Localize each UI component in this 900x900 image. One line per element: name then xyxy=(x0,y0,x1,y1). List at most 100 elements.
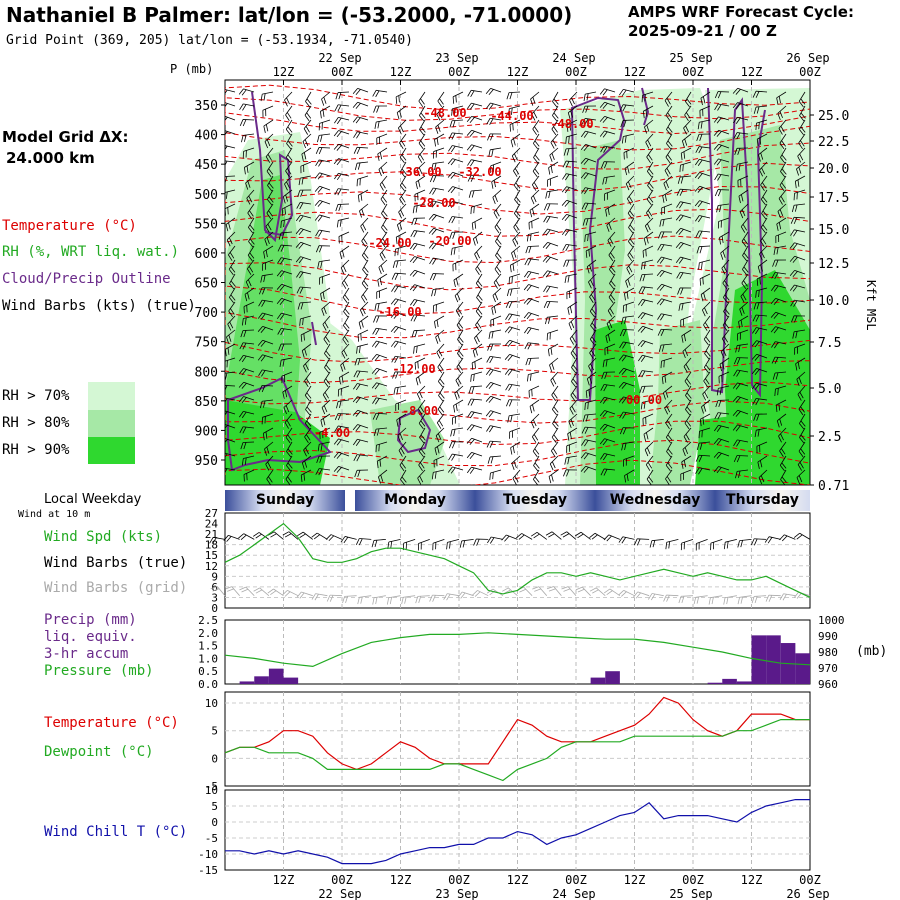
wind-barb xyxy=(245,273,255,289)
wind-barb-flag xyxy=(303,473,306,481)
wind-barb-staff xyxy=(433,213,445,219)
pressure-tick-label: 750 xyxy=(195,336,218,351)
wind-barb-flag xyxy=(244,167,246,175)
wind-barb-flag xyxy=(533,465,539,472)
wind-barb-staff xyxy=(258,532,270,540)
wind-barb-staff xyxy=(243,133,255,136)
wind-barb-flag xyxy=(599,102,605,108)
wind-barb xyxy=(315,468,331,476)
wind-barb-flag xyxy=(262,287,266,295)
wind-barb-flag xyxy=(533,143,539,150)
wind-barb xyxy=(694,185,711,193)
wind-barb-flag xyxy=(336,145,342,151)
wind-barb-flag xyxy=(713,158,719,165)
temperature-contour-label: -4.00 xyxy=(314,426,350,440)
wind-barb-staff xyxy=(356,357,369,360)
wind-barb-flag xyxy=(751,353,757,360)
wind-barb-staff xyxy=(568,413,578,422)
wind-barb-staff xyxy=(588,273,597,283)
top-date-label: 23 Sep xyxy=(435,51,478,65)
wind-barb-flag xyxy=(458,364,463,371)
wind-barb-staff xyxy=(642,413,654,419)
wind-barb xyxy=(602,357,616,368)
wind-barb-flag xyxy=(526,271,532,279)
wind-barb-staff xyxy=(475,273,483,284)
wind-barb-flag xyxy=(303,128,309,135)
cross-section-axes: 3504004505005506006507007508008509009502… xyxy=(195,51,850,494)
wind-barb-flag xyxy=(684,138,688,146)
wind-barb-flag xyxy=(342,297,348,304)
wind-barb xyxy=(609,273,616,290)
wind-barb-flag xyxy=(642,274,646,282)
wind-barb-flag xyxy=(228,222,231,230)
wind-barb xyxy=(446,539,460,550)
wind-barb-staff xyxy=(532,119,540,130)
wind-barb xyxy=(714,173,730,181)
wind-barb-staff xyxy=(262,91,274,95)
wind-barb-flag xyxy=(739,211,744,219)
wind-barb-flag xyxy=(241,135,244,143)
wind-barb-flag xyxy=(360,333,362,341)
wind-barb-staff xyxy=(531,105,540,115)
wind-barb-flag xyxy=(380,265,384,273)
wind-barb-flag xyxy=(317,261,320,269)
wind-barb xyxy=(372,89,388,98)
wind-barb-flag xyxy=(713,438,719,445)
wind-barb xyxy=(714,412,730,420)
wind-barb-staff xyxy=(699,185,711,191)
wind-barb-flag xyxy=(757,154,761,162)
wind-barb-flag xyxy=(713,116,719,123)
wind-barb-flag xyxy=(397,435,401,443)
wind-barb-flag xyxy=(439,406,445,413)
wind-barb-flag xyxy=(696,443,700,451)
wind-barb xyxy=(645,133,654,149)
wind-barb xyxy=(646,469,654,485)
wind-barb-flag xyxy=(645,109,648,117)
wind-barb-staff xyxy=(685,399,692,410)
pressure-tick-label: 650 xyxy=(195,277,218,292)
wind-barb-flag xyxy=(662,195,665,203)
wind-barb-flag xyxy=(280,220,282,228)
wind-barb xyxy=(684,91,692,108)
wind-barb-flag xyxy=(667,448,673,455)
wind-barb-staff xyxy=(799,105,806,116)
wind-barb-flag xyxy=(382,224,388,231)
wind-barb xyxy=(719,231,730,245)
wind-barb-flag xyxy=(666,451,672,458)
wind-barb-staff xyxy=(319,159,331,163)
wind-barb-flag xyxy=(704,353,710,360)
wind-barb-flag xyxy=(532,451,538,458)
wind-barb xyxy=(699,273,711,286)
wind-barb-staff xyxy=(718,129,730,135)
wind-barb-staff xyxy=(247,203,255,214)
wind-barb-staff xyxy=(566,147,578,150)
wind-barb-flag xyxy=(220,89,224,95)
wind-barb-flag xyxy=(686,406,692,413)
legend-rh: RH (%, WRT liq. wat.) xyxy=(2,244,180,260)
wind-barb-flag xyxy=(699,442,703,450)
wind-barb-flag xyxy=(230,266,236,273)
wind-barb xyxy=(656,298,673,306)
wind-barb-flag xyxy=(317,201,323,207)
wind-barb xyxy=(485,410,502,418)
wind-barb xyxy=(466,129,483,137)
wind-barb-flag xyxy=(345,596,349,603)
wind-barb xyxy=(340,536,357,544)
wind-barb-flag xyxy=(485,395,491,402)
wind-barb-flag xyxy=(546,301,551,309)
wind-barb xyxy=(241,133,255,143)
wind-barb xyxy=(551,399,559,416)
wind-barb-flag xyxy=(516,533,522,539)
wind-barb-flag xyxy=(334,413,339,421)
wind-barb-flag xyxy=(545,271,551,278)
wind-barb-staff xyxy=(549,357,559,366)
wind-barb-staff xyxy=(756,287,768,292)
wind-barb-flag xyxy=(352,424,358,431)
wind-barb-flag xyxy=(319,456,323,463)
wind-barb-flag xyxy=(638,286,643,294)
wind-barb-flag xyxy=(696,246,700,254)
wind-barb-flag xyxy=(647,593,653,600)
wind-barb xyxy=(658,231,673,239)
wind-barb xyxy=(675,256,692,264)
wind-barb xyxy=(722,273,730,290)
